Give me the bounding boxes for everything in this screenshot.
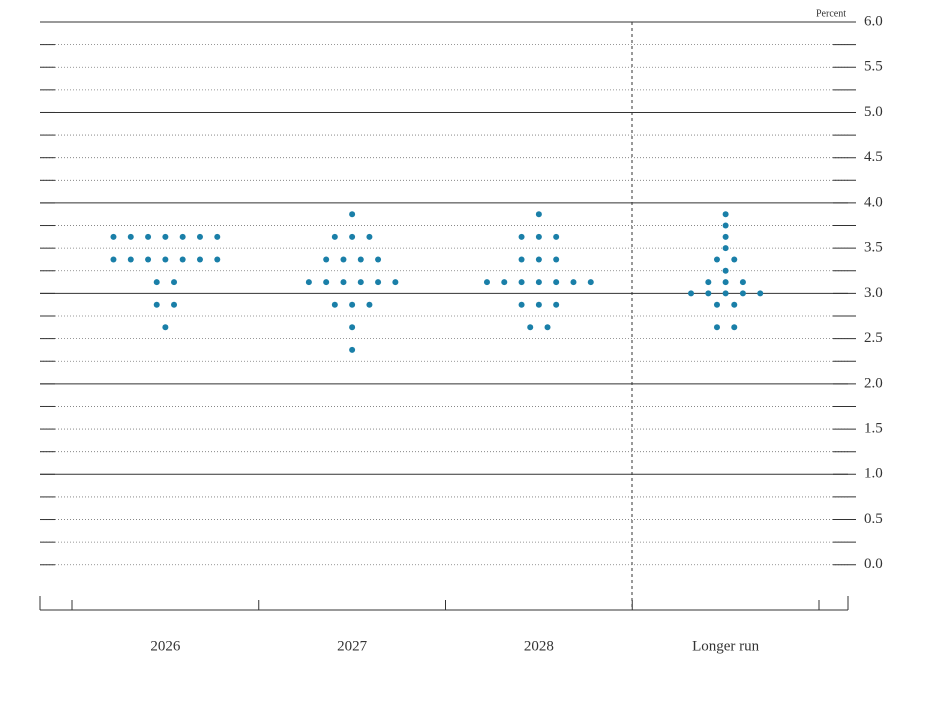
dot bbox=[392, 279, 399, 286]
dot bbox=[722, 222, 729, 229]
dot bbox=[171, 301, 178, 308]
dot bbox=[731, 256, 738, 263]
dot bbox=[127, 233, 134, 240]
dot bbox=[145, 256, 152, 263]
dot bbox=[340, 256, 347, 263]
dot bbox=[518, 233, 525, 240]
dot bbox=[535, 211, 542, 218]
dot bbox=[518, 301, 525, 308]
dot bbox=[705, 290, 712, 297]
dot bbox=[349, 346, 356, 353]
y-tick-label: 4.0 bbox=[864, 194, 883, 210]
dot bbox=[349, 233, 356, 240]
dot bbox=[171, 279, 178, 286]
dot bbox=[349, 211, 356, 218]
dot bbox=[713, 256, 720, 263]
dot bbox=[553, 256, 560, 263]
dot bbox=[535, 233, 542, 240]
dot bbox=[757, 290, 764, 297]
dot bbox=[340, 279, 347, 286]
dot bbox=[501, 279, 508, 286]
dot bbox=[722, 290, 729, 297]
dot bbox=[518, 256, 525, 263]
unit-label: Percent bbox=[816, 8, 846, 19]
dot bbox=[570, 279, 577, 286]
dot bbox=[731, 324, 738, 331]
dot bbox=[145, 233, 152, 240]
y-tick-label: 1.5 bbox=[864, 421, 883, 437]
dot bbox=[349, 301, 356, 308]
dot bbox=[179, 256, 186, 263]
dot bbox=[323, 279, 330, 286]
dot bbox=[110, 256, 117, 263]
dot bbox=[688, 290, 695, 297]
dot bbox=[518, 279, 525, 286]
x-tick-label: 2027 bbox=[337, 638, 368, 654]
dot bbox=[214, 256, 221, 263]
y-tick-label: 5.0 bbox=[864, 104, 883, 120]
dot bbox=[713, 301, 720, 308]
dot bbox=[739, 279, 746, 286]
dot bbox=[153, 301, 160, 308]
dot bbox=[722, 279, 729, 286]
dot bbox=[535, 279, 542, 286]
dot bbox=[705, 279, 712, 286]
dot bbox=[722, 245, 729, 252]
y-tick-label: 1.0 bbox=[864, 466, 883, 482]
dot bbox=[305, 279, 312, 286]
dot bbox=[331, 233, 338, 240]
dot bbox=[162, 324, 169, 331]
dot bbox=[331, 301, 338, 308]
dot bbox=[722, 211, 729, 218]
dot bbox=[196, 256, 203, 263]
dot bbox=[366, 233, 373, 240]
dot bbox=[366, 301, 373, 308]
dot bbox=[162, 233, 169, 240]
y-tick-label: 2.0 bbox=[864, 375, 883, 391]
x-tick-label: Longer run bbox=[692, 638, 760, 654]
dot bbox=[535, 301, 542, 308]
dot bbox=[357, 256, 364, 263]
dot bbox=[553, 301, 560, 308]
x-tick-label: 2028 bbox=[524, 638, 554, 654]
y-tick-label: 0.5 bbox=[864, 511, 883, 527]
dot bbox=[214, 233, 221, 240]
y-tick-label: 5.5 bbox=[864, 59, 883, 75]
dot bbox=[162, 256, 169, 263]
dot bbox=[483, 279, 490, 286]
dot bbox=[587, 279, 594, 286]
dot bbox=[731, 301, 738, 308]
y-tick-label: 3.5 bbox=[864, 240, 883, 256]
dot bbox=[544, 324, 551, 331]
x-tick-label: 2026 bbox=[150, 638, 181, 654]
dot bbox=[713, 324, 720, 331]
y-tick-label: 0.0 bbox=[864, 556, 883, 572]
dot bbox=[375, 256, 382, 263]
dot bbox=[196, 233, 203, 240]
dot bbox=[375, 279, 382, 286]
y-tick-label: 4.5 bbox=[864, 149, 883, 165]
dot bbox=[357, 279, 364, 286]
dot bbox=[722, 233, 729, 240]
dot bbox=[722, 267, 729, 274]
dot bbox=[127, 256, 134, 263]
dot bbox=[527, 324, 534, 331]
dot bbox=[153, 279, 160, 286]
y-tick-label: 2.5 bbox=[864, 330, 883, 346]
dot bbox=[535, 256, 542, 263]
dot bbox=[739, 290, 746, 297]
dot bbox=[553, 279, 560, 286]
dot bbox=[110, 233, 117, 240]
dot bbox=[553, 233, 560, 240]
y-tick-label: 6.0 bbox=[864, 13, 883, 29]
dot bbox=[179, 233, 186, 240]
y-tick-label: 3.0 bbox=[864, 285, 883, 301]
dot bbox=[323, 256, 330, 263]
dot bbox=[349, 324, 356, 331]
